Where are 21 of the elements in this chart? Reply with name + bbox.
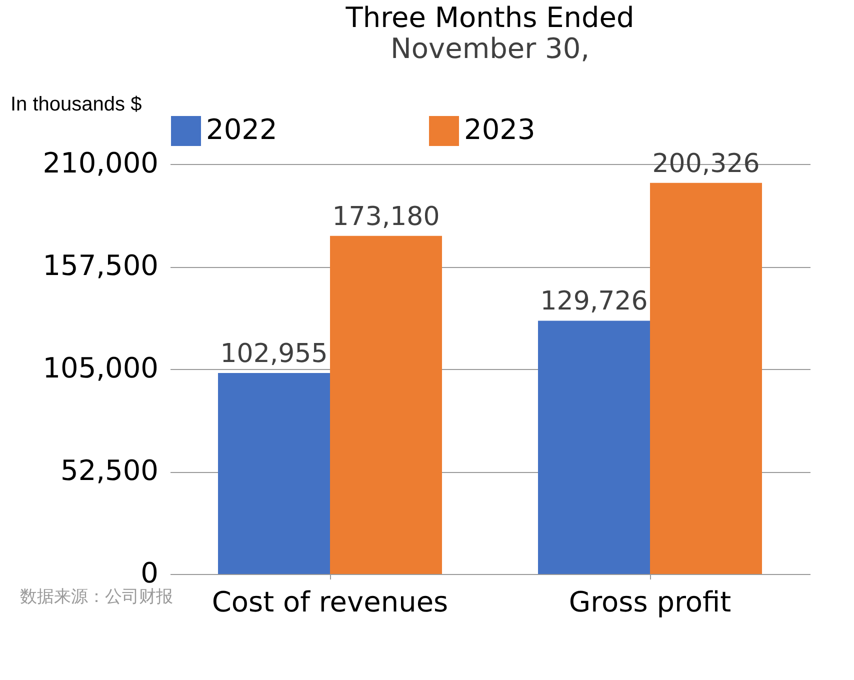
legend-label: 2022: [206, 113, 278, 146]
bar: [330, 236, 442, 574]
bar: [538, 320, 650, 574]
bar: [218, 372, 330, 574]
chart-subtitle: November 30,: [390, 32, 590, 65]
y-tick-label: 210,000: [42, 146, 158, 180]
y-tick-label: 105,000: [42, 352, 158, 384]
x-tick-label: Gross profit: [568, 586, 732, 618]
y-tick-label: 157,500: [42, 249, 158, 282]
data-label: 173,180: [332, 202, 440, 232]
data-label: 200,326: [652, 148, 760, 179]
bar: [650, 182, 762, 574]
y-axis-title: In thousands $: [10, 94, 142, 116]
source-note: 数据来源：公司财报: [20, 587, 173, 607]
y-tick-label: 52,500: [60, 454, 158, 487]
legend-label: 2023: [464, 113, 536, 146]
data-label: 102,955: [220, 338, 328, 369]
y-tick-label: 0: [140, 556, 158, 590]
chart-title: Three Months Ended: [344, 1, 634, 34]
x-tick-label: Cost of revenues: [212, 586, 448, 618]
data-label: 129,726: [540, 286, 648, 317]
